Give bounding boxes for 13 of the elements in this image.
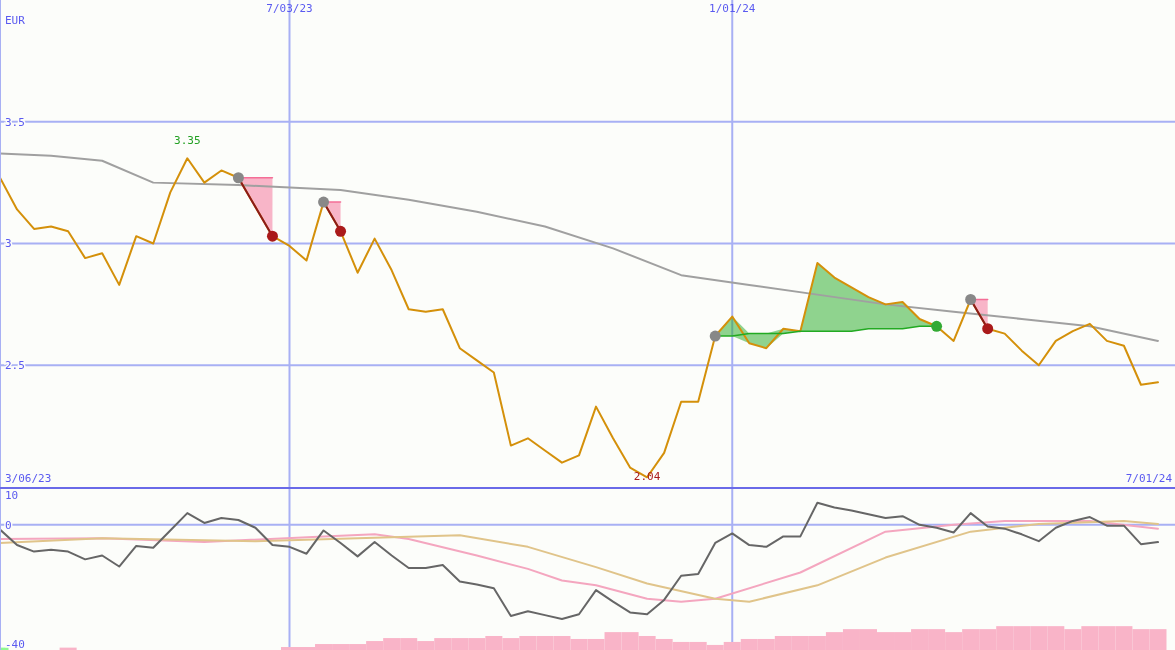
annotation: 2.04 (633, 470, 661, 484)
y-tick-label: 10 (5, 488, 19, 502)
y-tick-label: -40 (5, 637, 25, 650)
annotation: 7/01/24 (1125, 472, 1173, 485)
x-tick-label: 1/01/24 (709, 2, 756, 15)
annotation: 3.35 (174, 134, 201, 148)
annotation: 3/06/23 (5, 472, 52, 485)
y-tick-label: 3.5 (5, 115, 25, 129)
y-tick-label: 3 (5, 237, 12, 251)
annotation: EUR (5, 14, 26, 27)
y-tick-label: 2.5 (5, 359, 25, 373)
x-tick-label: 7/03/23 (266, 2, 313, 15)
y-tick-label: 0 (5, 518, 12, 532)
